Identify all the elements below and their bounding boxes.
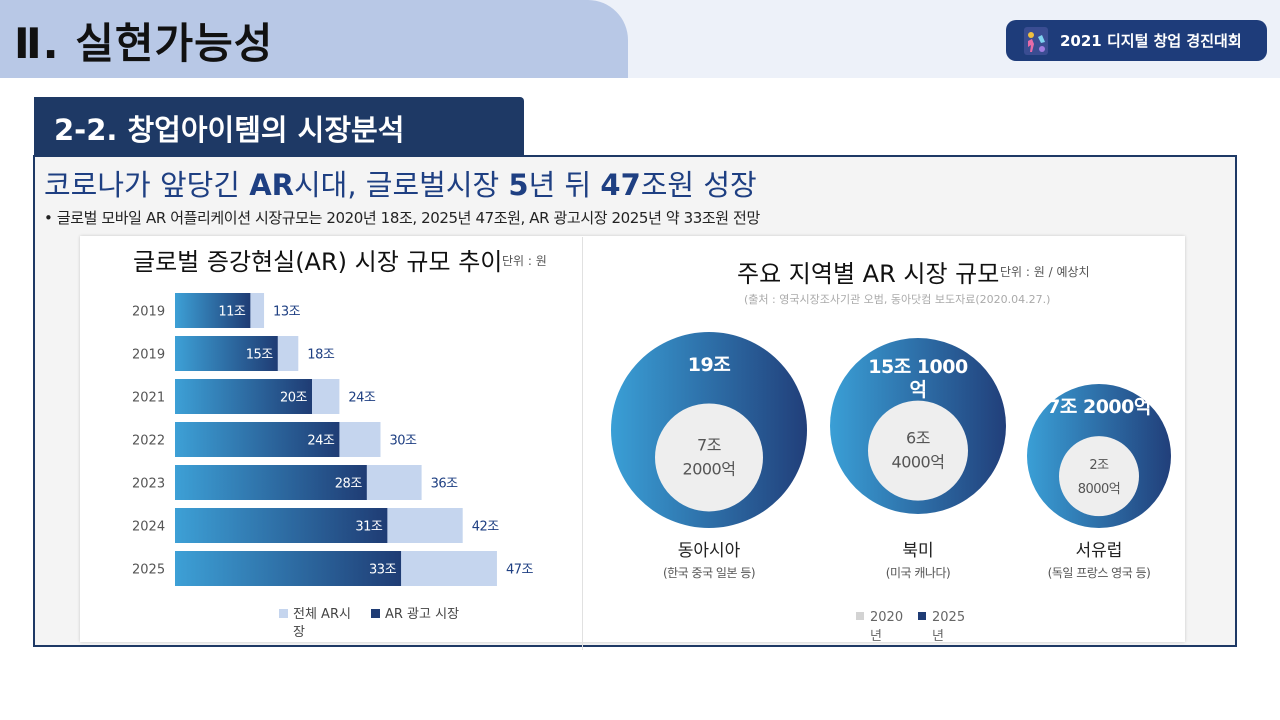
- contest-logo-icon: [1024, 26, 1048, 55]
- bar-ar-ad: [175, 336, 278, 371]
- legend-label-2020: 2020: [870, 610, 903, 625]
- legend-swatch-total: [279, 609, 288, 618]
- headline-emphasis: 47: [600, 168, 641, 202]
- bar-ar-ad: [175, 551, 402, 586]
- headline-text: 코로나가 앞당긴: [44, 168, 250, 202]
- bubble-2020: [1059, 436, 1139, 517]
- event-badge: 2021 디지털 창업 경진대회: [1006, 20, 1267, 61]
- bar-category-label: 2025: [132, 563, 165, 578]
- bar-category-label: 2022: [132, 434, 165, 449]
- legend-label-2025: 년: [932, 629, 944, 644]
- bar-total-value-label: 47조: [506, 563, 534, 578]
- bar-category-label: 2019: [132, 305, 165, 320]
- region-name: 서유럽: [1076, 541, 1123, 561]
- bubble-2020: [868, 400, 968, 501]
- bubble-2025-label: 7조 2000억: [1047, 396, 1151, 418]
- headline: 코로나가 앞당긴 AR시대, 글로벌시장 5년 뒤 47조원 성장: [44, 162, 757, 204]
- region-detail: (한국 중국 일본 등): [663, 566, 755, 580]
- bar-chart-unit: 단위 : 원: [502, 254, 547, 268]
- bubble-chart-source: (출처 : 영국시장조사기관 오범, 동아닷컴 보도자료(2020.04.27.…: [744, 293, 1051, 306]
- bar-ar-ad: [175, 508, 388, 543]
- headline-text: 조원 성장: [640, 168, 757, 202]
- headline-text: 년 뒤: [528, 168, 601, 202]
- bar-total-value-label: 18조: [307, 348, 335, 363]
- legend-label-ad: AR 광고 시장: [385, 607, 459, 622]
- legend-label-2025: 2025: [932, 610, 965, 625]
- bar-chart-title: 글로벌 증강현실(AR) 시장 규모 추이: [133, 248, 503, 276]
- section-title: 2-2. 창업아이템의 시장분석: [54, 113, 405, 147]
- bubble-2020: [655, 403, 763, 512]
- legend-swatch-2025: [918, 612, 926, 620]
- bar-ar-ad: [175, 422, 340, 457]
- bar-chart: 2019 11조 13조 2019 15조 18조 2021 20조 24조 2022 24조 30조…: [132, 293, 534, 640]
- bar-total-value-label: 30조: [390, 434, 418, 449]
- bar-ar-ad: [175, 379, 312, 414]
- bubble-chart-unit: 단위 : 원 / 예상치: [1000, 265, 1090, 279]
- event-badge-label: 2021 디지털 창업 경진대회: [1060, 32, 1242, 50]
- bar-total-value-label: 42조: [472, 520, 500, 535]
- region-name: 북미: [902, 541, 933, 561]
- bar-total-value-label: 24조: [348, 391, 376, 406]
- bubble-2025-label: 억: [910, 379, 927, 401]
- bar-ad-value-label: 24조: [307, 434, 335, 449]
- chart-divider: [582, 237, 583, 650]
- bubble-2025-label: 15조 1000: [868, 356, 968, 378]
- bubble-2020-label: 2000억: [683, 459, 736, 478]
- headline-emphasis: AR: [249, 168, 294, 202]
- legend-swatch-ad: [371, 609, 380, 618]
- region-detail: (독일 프랑스 영국 등): [1048, 566, 1151, 580]
- bubble-2020-label: 8000억: [1078, 482, 1121, 497]
- bubble-2025-label: 19조: [688, 354, 730, 376]
- bubble-chart-title: 주요 지역별 AR 시장 규모: [737, 260, 1000, 288]
- bubble-2020-label: 2조: [1089, 458, 1109, 473]
- legend-label-total: 장: [293, 625, 305, 640]
- title-tab: [0, 0, 628, 78]
- region-name: 동아시아: [678, 541, 741, 561]
- bar-category-label: 2021: [132, 391, 165, 406]
- region-detail: (미국 캐나다): [886, 566, 950, 580]
- bar-category-label: 2024: [132, 520, 165, 535]
- bar-ad-value-label: 20조: [280, 391, 308, 406]
- bar-ad-value-label: 11조: [218, 305, 246, 320]
- bubble-2020-label: 4000억: [892, 453, 945, 472]
- page-title: Ⅱ. 실현가능성: [14, 19, 274, 68]
- bar-category-label: 2019: [132, 348, 165, 363]
- bar-ar-ad: [175, 465, 367, 500]
- legend-swatch-2020: [856, 612, 864, 620]
- bar-total-value-label: 13조: [273, 305, 301, 320]
- bar-ad-value-label: 28조: [335, 477, 363, 492]
- section-tab: 2-2. 창업아이템의 시장분석: [34, 97, 524, 155]
- bar-total-value-label: 36조: [431, 477, 459, 492]
- legend-label-2020: 년: [870, 629, 882, 644]
- bar-category-label: 2023: [132, 477, 165, 492]
- bar-ar-ad: [175, 293, 251, 328]
- bar-ad-value-label: 15조: [246, 348, 274, 363]
- headline-bullet: • 글로벌 모바일 AR 어플리케이션 시장규모는 2020년 18조, 202…: [44, 209, 760, 227]
- headline-text: 시대, 글로벌시장: [293, 168, 509, 202]
- bar-ad-value-label: 33조: [369, 563, 397, 578]
- bar-ad-value-label: 31조: [355, 520, 383, 535]
- legend-label-total: 전체 AR시: [293, 607, 351, 622]
- bubble-2020-label: 7조: [697, 435, 721, 454]
- headline-emphasis: 5: [508, 168, 529, 202]
- bubble-2020-label: 6조: [906, 429, 930, 448]
